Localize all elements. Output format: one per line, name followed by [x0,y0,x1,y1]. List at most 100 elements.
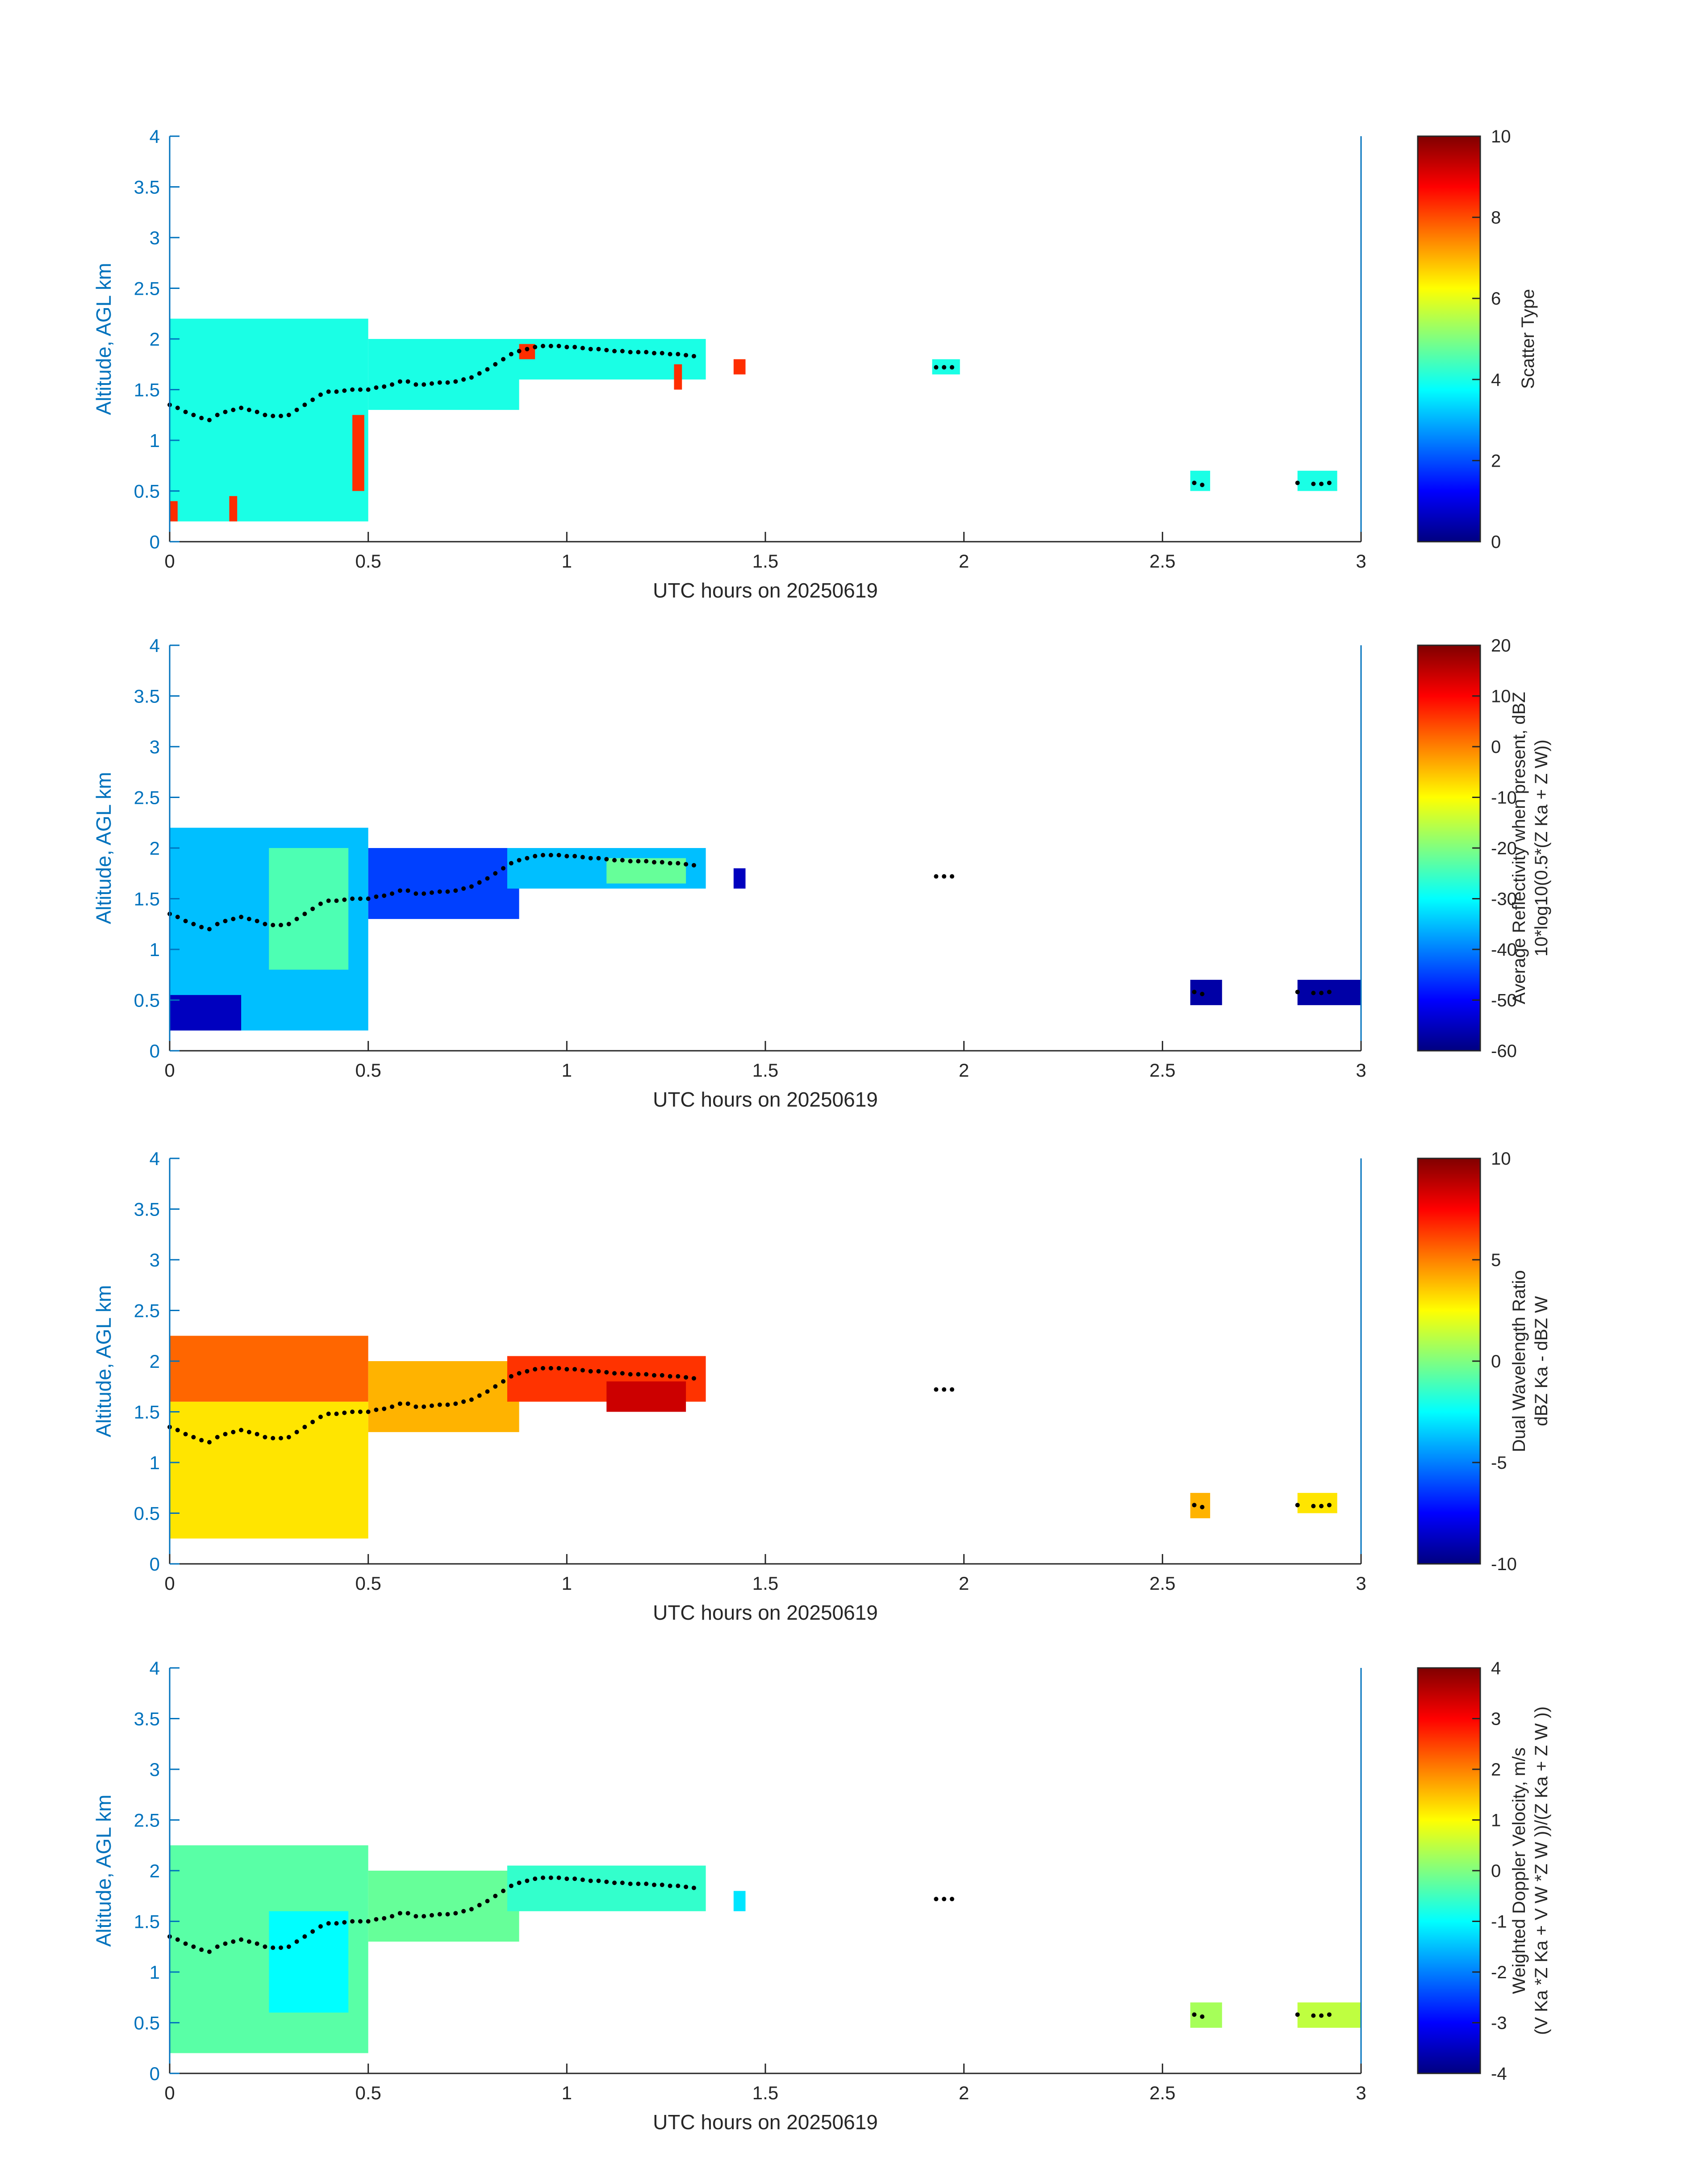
panel-2: 0 0.5 1 1.5 2 2.5 3 0 0.5 1 1.5 2 2.5 3 3.5 4 UTC hours … [92,635,1551,1111]
cloud-base-marker [548,343,553,348]
cloud-base-marker [255,1941,259,1946]
cloud-base-marker [477,371,482,376]
cloud-base-marker [429,890,434,895]
y-tick-label: 2 [150,1860,160,1881]
y-tick-label: 1.5 [134,1402,160,1423]
cloud-base-marker [604,347,609,352]
y-tick-label: 4 [150,1148,160,1169]
cloud-base-marker [934,365,939,370]
cloud-base-marker [405,379,410,384]
panel-4: 0 0.5 1 1.5 2 2.5 3 0 0.5 1 1.5 2 2.5 3 3.5 4 UTC hours … [92,1658,1551,2134]
heatmap-region-0 [170,318,368,522]
cloud-base-marker [246,407,251,412]
cloud-base-marker [1192,2012,1197,2017]
cloud-base-marker [397,888,402,893]
cloud-base-marker [596,1878,601,1883]
cloud-base-marker [271,1945,276,1950]
cloud-base-marker [691,354,696,359]
x-tick-label: 2.5 [1149,1060,1175,1081]
cloud-base-marker [207,418,212,422]
colorbar [1417,135,1481,543]
heatmap-region-0 [170,1401,368,1539]
cloud-base-marker [413,891,418,896]
cloud-base-marker [191,922,196,927]
y-tick-label: 0 [150,531,160,552]
cloud-base-marker [1295,990,1300,994]
y-tick-label: 1 [150,939,160,960]
x-tick-label: 3 [1356,551,1366,572]
colorbar-tick-label: -3 [1491,2014,1507,2033]
cloud-base-marker [628,1881,633,1886]
colorbar-tick-label: -2 [1491,1963,1507,1982]
cloud-base-marker [286,922,291,927]
cloud-base-marker [271,923,276,928]
cloud-base-markers [167,343,1332,487]
cloud-base-marker [564,854,569,859]
cloud-base-marker [596,1369,601,1374]
cloud-base-marker [271,1436,276,1441]
cloud-base-marker [390,891,395,896]
cloud-base-marker [1192,1503,1197,1508]
cloud-base-marker [215,413,220,418]
cloud-base-marker [612,1371,617,1376]
colorbar-tick-label: 20 [1491,636,1511,656]
cloud-base-marker [949,874,954,879]
colorbar-tick-label: 8 [1491,208,1501,228]
cloud-base-marker [556,1366,561,1371]
cloud-base-marker [422,382,426,387]
cloud-base-marker [509,352,514,357]
cloud-base-marker [1319,1504,1324,1508]
cloud-base-marker [596,347,601,351]
colorbar-title: 10*log10(0.5*(Z Ka + Z W)) [1532,740,1551,957]
cloud-base-marker [668,1374,672,1379]
cloud-base-marker [668,861,672,866]
y-axis-title: Altitude, AGL km [92,1795,115,1947]
cloud-base-marker [588,1369,593,1374]
cloud-base-marker [572,345,577,350]
cloud-base-marker [310,397,315,402]
colorbar [1417,1667,1481,2074]
cloud-base-marker [572,1367,577,1372]
colorbar-tick-label: 4 [1491,370,1501,390]
cloud-base-marker [358,387,363,392]
y-tick-label: 0.5 [134,2013,160,2034]
cloud-base-marker [302,911,307,916]
cloud-base-marker [366,1919,371,1924]
cloud-base-marker [1295,1503,1300,1508]
panel-3: 0 0.5 1 1.5 2 2.5 3 0 0.5 1 1.5 2 2.5 3 3.5 4 UTC hours … [92,1148,1551,1624]
x-tick-label: 1.5 [752,551,778,572]
cloud-base-marker [1311,1504,1316,1508]
cloud-base-marker [334,389,339,394]
cloud-base-marker [263,922,267,927]
cloud-base-marker [294,1429,299,1434]
cloud-base-marker [382,384,387,389]
cloud-base-marker [556,852,561,857]
cloud-base-marker [942,1897,947,1901]
cloud-base-marker [604,1370,609,1375]
cloud-base-marker [556,1875,561,1880]
cloud-base-marker [949,1897,954,1901]
cloud-base-marker [469,884,474,889]
x-tick-label: 0 [164,2082,175,2103]
x-tick-label: 0.5 [355,1573,381,1594]
cloud-base-marker [342,897,347,902]
y-axis-title: Altitude, AGL km [92,772,115,924]
cloud-base-marker [255,919,259,923]
heatmap-region-1 [368,339,519,410]
y-tick-label: 1 [150,430,160,451]
colorbar-tick-label: -30 [1491,890,1517,909]
colorbar [1417,1157,1481,1565]
y-tick-label: 2 [150,329,160,350]
cloud-base-marker [429,1403,434,1408]
y-tick-label: 3.5 [134,1199,160,1220]
y-tick-label: 2.5 [134,1300,160,1321]
colorbar-tick-label: 6 [1491,289,1501,309]
cloud-base-marker [175,915,180,919]
heatmap-region-11 [519,344,535,359]
cloud-base-marker [437,380,442,385]
cloud-base-marker [548,852,553,857]
cloud-base-marker [255,1432,259,1437]
cloud-base-marker [676,861,681,866]
cloud-base-marker [684,353,689,358]
cloud-base-marker [942,1387,947,1392]
